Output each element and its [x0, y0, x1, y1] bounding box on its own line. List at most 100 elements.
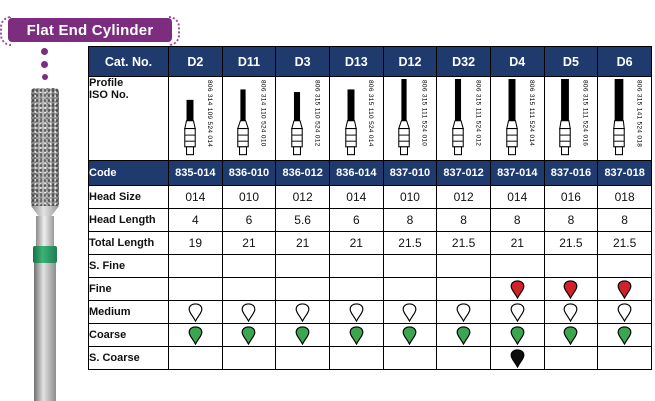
grit-drop-icon — [349, 326, 364, 345]
diamond-bur-photo — [0, 0, 90, 401]
profile-cell-D5: 806 315 111 524 016 — [543, 76, 599, 161]
iso-number-D13: 806 315 110 524 014 — [367, 80, 375, 147]
iso-number-D11: 806 314 110 524 010 — [259, 80, 267, 147]
cell-head_size-D12: 010 — [382, 185, 438, 209]
profile-cell-D12: 806 315 111 524 010 — [382, 76, 438, 161]
cell-s_fine-D12 — [382, 254, 438, 278]
grit-drop-icon — [510, 303, 525, 322]
column-header-D13: D13 — [328, 46, 384, 77]
cell-head_size-D6: 018 — [597, 185, 652, 209]
cell-total_length-D3: 21 — [275, 231, 330, 255]
cell-s_coarse-D12 — [382, 346, 438, 370]
cell-total_length-D32: 21.5 — [436, 231, 491, 255]
grit-drop-icon — [242, 303, 256, 322]
cell-coarse-D12 — [382, 323, 438, 347]
profile-cell-D32: 806 315 111 524 012 — [436, 76, 491, 161]
bur-profile-icon-wrap — [554, 79, 576, 159]
cell-fine-D6 — [597, 277, 652, 301]
product-spec-table: Cat. No. D2 D11 D3 D13 D12 D32 D4 D5 D6 Profile IS… — [88, 46, 652, 370]
grit-drop-icon — [295, 303, 310, 322]
cell-fine-D11 — [221, 277, 277, 301]
bur-profile-icon-wrap — [232, 79, 254, 159]
row-label-coarse: Coarse — [88, 323, 169, 347]
grit-drop-icon — [564, 280, 578, 299]
cell-head_length-D13: 6 — [328, 208, 384, 232]
bur-profile-icon — [183, 99, 196, 156]
cell-total_length-D2: 19 — [168, 231, 223, 255]
table-row-s_coarse: S. Coarse — [88, 346, 652, 370]
table-row-coarse: Coarse — [88, 323, 652, 347]
table-row-head_length: Head Length 4 6 5.6 6 8 8 8 8 8 — [88, 208, 652, 232]
profile-cell-D11: 806 314 110 524 010 — [221, 76, 277, 161]
cell-s_fine-D5 — [543, 254, 599, 278]
grit-drop-icon — [456, 303, 471, 322]
table-row-head_size: Head Size 014 010 012 014 010 012 014 016 018 — [88, 185, 652, 209]
cell-code-D32: 837-012 — [436, 160, 491, 186]
column-header-D32: D32 — [436, 46, 491, 77]
cell-medium-D6 — [597, 300, 652, 324]
cell-total_length-D5: 21.5 — [543, 231, 599, 255]
cell-fine-D12 — [382, 277, 438, 301]
bur-profile-icon — [613, 79, 625, 156]
row-label-fine: Fine — [88, 277, 169, 301]
cell-fine-D4 — [489, 277, 545, 301]
column-header-D11: D11 — [221, 46, 277, 77]
row-label-total_length: Total Length — [88, 231, 169, 255]
grit-drop-icon — [456, 326, 471, 345]
grit-drop-icon — [564, 303, 578, 322]
bur-profile-icon — [237, 89, 250, 156]
bur-profile-icon — [344, 89, 357, 156]
cell-fine-D2 — [168, 277, 223, 301]
cell-s_fine-D4 — [489, 254, 545, 278]
cell-head_length-D12: 8 — [382, 208, 438, 232]
cell-code-D12: 837-010 — [382, 160, 438, 186]
cell-s_coarse-D2 — [168, 346, 223, 370]
cell-coarse-D6 — [597, 323, 652, 347]
cell-head_size-D4: 014 — [489, 185, 545, 209]
cell-total_length-D12: 21.5 — [382, 231, 438, 255]
grit-drop-icon — [617, 280, 632, 299]
cell-code-D5: 837-016 — [543, 160, 599, 186]
cell-medium-D11 — [221, 300, 277, 324]
row-label-s_fine: S. Fine — [88, 254, 169, 278]
dot-icon — [41, 48, 48, 55]
bur-profile-icon-wrap — [393, 79, 415, 159]
table-row-fine: Fine — [88, 277, 652, 301]
cell-coarse-D4 — [489, 323, 545, 347]
grit-drop-icon — [617, 303, 632, 322]
cell-medium-D4 — [489, 300, 545, 324]
cell-fine-D3 — [275, 277, 330, 301]
cell-fine-D13 — [328, 277, 384, 301]
profile-cell-D2: 806 314 109 524 014 — [168, 76, 223, 161]
cell-s_coarse-D13 — [328, 346, 384, 370]
cell-s_coarse-D11 — [221, 346, 277, 370]
banner-ornament-right-icon — [169, 16, 180, 46]
cell-code-D2: 835-014 — [168, 160, 223, 186]
cell-total_length-D4: 21 — [489, 231, 545, 255]
table-row-profile: Profile ISO No. 806 314 109 524 014 806 3… — [88, 76, 652, 161]
bur-neck — [36, 216, 54, 246]
cell-total_length-D13: 21 — [328, 231, 384, 255]
column-header-D4: D4 — [489, 46, 545, 77]
cell-head_length-D5: 8 — [543, 208, 599, 232]
cell-s_fine-D3 — [275, 254, 330, 278]
iso-number-D2: 806 314 109 524 014 — [206, 80, 214, 148]
cell-medium-D32 — [436, 300, 491, 324]
cell-head_size-D32: 012 — [436, 185, 491, 209]
cell-head_size-D2: 014 — [168, 185, 223, 209]
grit-drop-icon — [617, 326, 632, 345]
bur-profile-icon-wrap — [447, 79, 469, 159]
iso-number-D5: 806 315 111 524 016 — [581, 80, 589, 147]
iso-number-D4: 806 315 111 524 014 — [528, 80, 536, 147]
cell-code-D13: 836-014 — [328, 160, 384, 186]
cell-head_length-D2: 4 — [168, 208, 223, 232]
table-row-total_length: Total Length 19 21 21 21 21.5 21.5 21 21.5 21.5 — [88, 231, 652, 255]
column-header-D3: D3 — [275, 46, 330, 77]
cell-medium-D2 — [168, 300, 223, 324]
bur-profile-icon-wrap — [179, 79, 201, 159]
cell-coarse-D11 — [221, 323, 277, 347]
column-header-D6: D6 — [597, 46, 652, 77]
bur-taper — [31, 206, 59, 217]
cell-s_fine-D13 — [328, 254, 384, 278]
